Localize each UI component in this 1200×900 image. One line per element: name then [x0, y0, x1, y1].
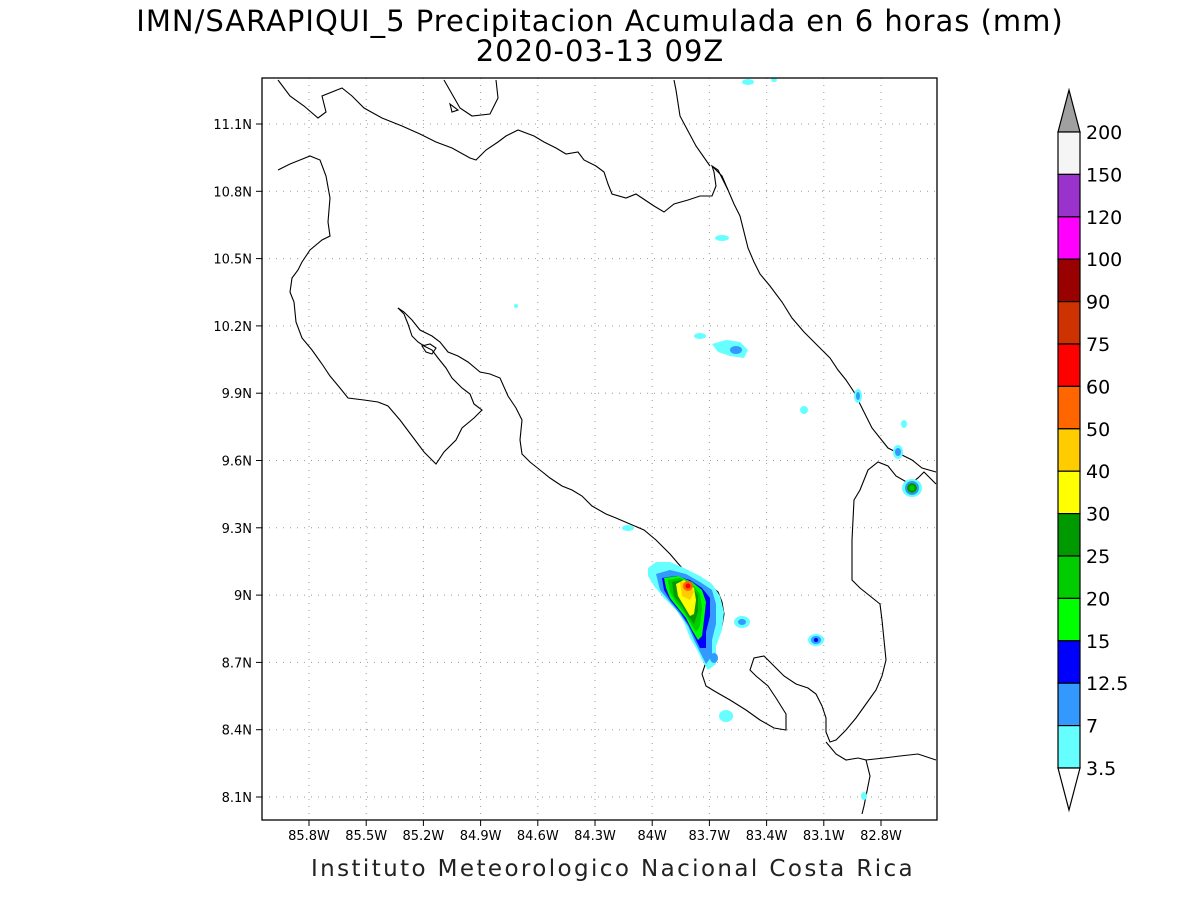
nicaragua-coast-north [277, 79, 729, 213]
colorbar-level-label: 50 [1086, 419, 1110, 441]
colorbar-swatch [1057, 173, 1081, 218]
colorbar-top-arrow [1057, 87, 1081, 133]
lon-tick-label: 85.8W [288, 829, 330, 844]
precip-blob [771, 78, 777, 82]
colorbar-swatch [1057, 724, 1081, 769]
colorbar-level-label: 150 [1086, 164, 1122, 186]
colorbar-level-label: 75 [1086, 334, 1110, 356]
lon-tick-label: 83.7W [688, 829, 730, 844]
precip-blob [800, 406, 808, 414]
precip-blob [710, 653, 718, 663]
pacific-coast [277, 155, 483, 465]
osa-peninsula-coast [825, 741, 871, 815]
colorbar-level-label: 12.5 [1086, 673, 1128, 695]
precip-blob [742, 79, 754, 85]
nicaragua-inland-border [673, 79, 711, 167]
colorbar-swatch [1057, 216, 1081, 260]
map-frame [261, 77, 938, 821]
precip-blob [694, 333, 706, 339]
colorbar-swatch [1057, 258, 1081, 303]
lon-tick-label: 84.9W [460, 829, 502, 844]
lat-tick-label: 8.4N [222, 724, 252, 739]
colorbar-level-label: 15 [1086, 631, 1110, 653]
precip-blob [738, 619, 746, 625]
colorbar-swatch [1057, 343, 1081, 388]
colorbar-level-label: 90 [1086, 292, 1110, 314]
gulf-coast-north [397, 307, 937, 743]
colorbar-swatch [1057, 385, 1081, 430]
lat-tick-label: 9.3N [222, 522, 252, 537]
lake-nicaragua-edge [443, 79, 499, 117]
precip-blob [909, 485, 915, 491]
precipitation-field [514, 78, 922, 800]
colorbar-swatch [1057, 682, 1081, 727]
panama-coast [865, 753, 937, 761]
coastlines [277, 79, 937, 815]
colorbar-swatch [1057, 512, 1081, 557]
lat-tick-label: 10.8N [213, 185, 252, 200]
lon-tick-label: 84W [637, 829, 667, 844]
lat-tick-label: 11.1N [213, 118, 252, 133]
precip-60-peak [685, 583, 691, 589]
lat-tick-label: 9.9N [222, 387, 252, 402]
precip-blob [730, 346, 742, 354]
precip-blob [514, 304, 518, 308]
lon-tick-label: 82.8W [860, 829, 902, 844]
lon-tick-label: 84.3W [574, 829, 616, 844]
colorbar-swatch [1057, 131, 1081, 176]
lon-tick-label: 84.6W [517, 829, 559, 844]
colorbar-level-label: 60 [1086, 376, 1110, 398]
lat-tick-label: 10.5N [213, 253, 252, 268]
colorbar-swatch [1057, 470, 1081, 515]
colorbar: 200 150 120 100 90 75 60 50 40 30 25 20 15 12.5 7 3.5 [1057, 87, 1128, 813]
colorbar-swatch [1057, 640, 1081, 684]
colorbar-level-label: 200 [1086, 122, 1122, 144]
lat-tick-label: 8.1N [222, 791, 252, 806]
lon-tick-label: 83.4W [746, 829, 788, 844]
latitude-axis: 11.1N 10.8N 10.5N 10.2N 9.9N 9.6N 9.3N 9N 8.7N 8.… [213, 118, 262, 806]
colorbar-level-label: 40 [1086, 461, 1110, 483]
map-subtitle-date: 2020-03-13 09Z [475, 34, 725, 68]
lon-tick-label: 85.5W [345, 829, 387, 844]
precip-blob [715, 235, 729, 241]
colorbar-level-label: 3.5 [1086, 758, 1116, 780]
colorbar-level-label: 120 [1086, 207, 1122, 229]
colorbar-swatch [1057, 597, 1081, 642]
colorbar-bottom-arrow [1057, 767, 1081, 813]
precip-blob [622, 525, 634, 531]
precip-blob [895, 448, 901, 456]
precip-blob [901, 420, 907, 428]
lat-tick-label: 9.6N [222, 455, 252, 470]
precip-blob [856, 392, 860, 400]
colorbar-level-label: 20 [1086, 588, 1110, 610]
lon-tick-label: 83.1W [803, 829, 845, 844]
lat-tick-label: 8.7N [222, 656, 252, 671]
precip-blob [719, 710, 733, 722]
colorbar-level-label: 100 [1086, 249, 1122, 271]
longitude-axis: 85.8W 85.5W 85.2W 84.9W 84.6W 84.3W 84W 83.7W 83… [288, 820, 902, 844]
map-title: IMN/SARAPIQUI_5 Precipitacion Acumulada … [136, 4, 1064, 38]
colorbar-level-label: 25 [1086, 546, 1110, 568]
island-inland [421, 343, 437, 355]
colorbar-level-label: 7 [1086, 716, 1098, 738]
lat-tick-label: 10.2N [213, 320, 252, 335]
colorbar-swatch [1057, 555, 1081, 600]
small-island [449, 102, 460, 113]
precip-blob [814, 638, 818, 642]
caribbean-coast [711, 165, 937, 473]
precip-blob [712, 340, 748, 358]
precip-blob [861, 792, 867, 800]
lon-tick-label: 85.2W [402, 829, 444, 844]
lat-tick-label: 9N [234, 589, 252, 604]
footer-credit: Instituto Meteorologico Nacional Costa R… [310, 856, 916, 882]
grid-lines [262, 78, 937, 820]
colorbar-swatch [1057, 428, 1081, 472]
colorbar-swatch [1057, 301, 1081, 345]
colorbar-level-label: 30 [1086, 504, 1110, 526]
